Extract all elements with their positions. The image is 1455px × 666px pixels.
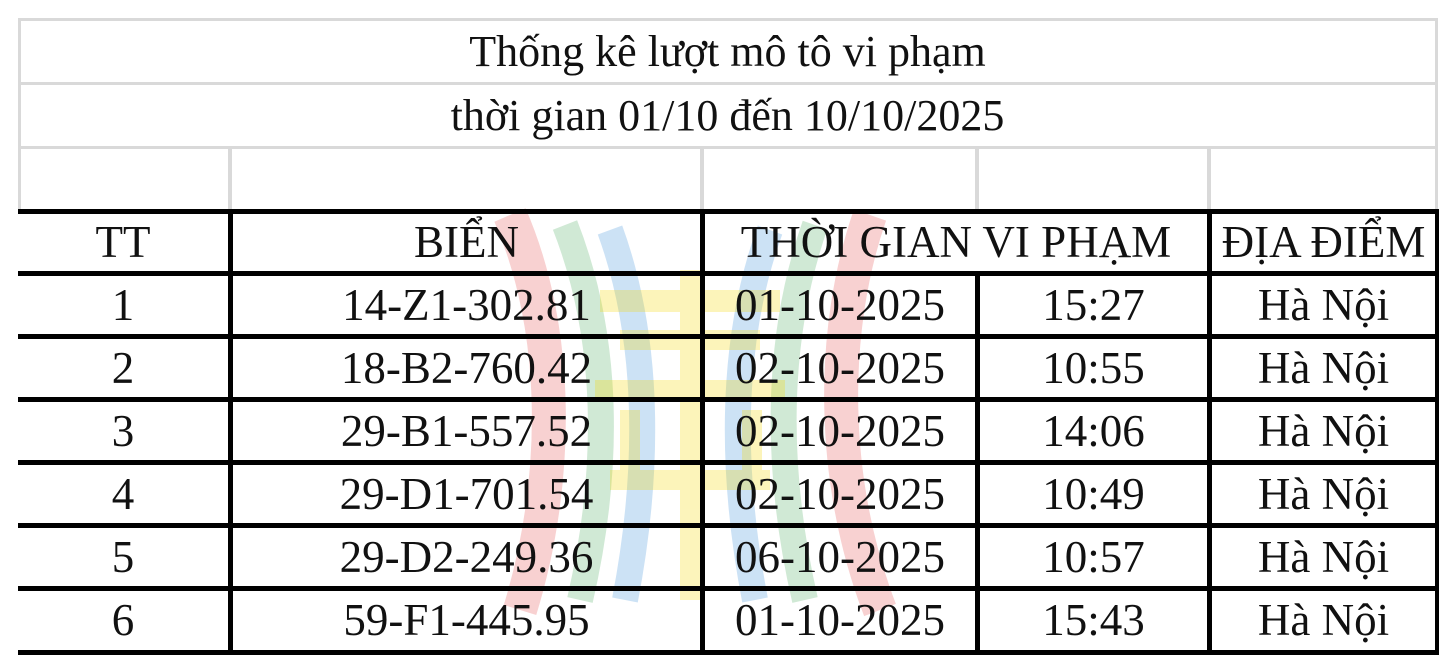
row-tt: 4: [111, 468, 135, 519]
row-time: 15:27: [1042, 279, 1145, 330]
row-time: 10:55: [1042, 342, 1145, 393]
row-time: 10:49: [1042, 468, 1145, 519]
row-location: Hà Nội: [1257, 405, 1390, 456]
row-date: 06-10-2025: [735, 531, 945, 582]
header-plate: BIỂN: [414, 217, 519, 267]
row-date: 01-10-2025: [735, 595, 945, 645]
row-location: Hà Nội: [1257, 595, 1390, 645]
row-plate: 29-B1-557.52: [340, 405, 593, 456]
row-tt: 6: [111, 595, 135, 645]
row-time: 15:43: [1042, 595, 1145, 645]
row-plate: 14-Z1-302.81: [342, 279, 591, 330]
row-location: Hà Nội: [1257, 468, 1390, 519]
row-date: 02-10-2025: [735, 405, 945, 456]
row-tt: 5: [111, 531, 135, 582]
header-tt: TT: [95, 217, 151, 267]
row-plate: 29-D1-701.54: [339, 468, 594, 519]
report-title: Thống kê lượt mô tô vi phạm: [18, 22, 1437, 82]
row-time: 10:57: [1042, 531, 1145, 582]
row-tt: 2: [111, 342, 135, 393]
report-subtitle: thời gian 01/10 đến 10/10/2025: [18, 86, 1437, 146]
row-plate: 29-D2-249.36: [339, 531, 594, 582]
row-location: Hà Nội: [1257, 531, 1390, 582]
report-title-line-1: Thống kê lượt mô tô vi phạm: [469, 27, 986, 76]
header-location: ĐỊA ĐIỂM: [1221, 217, 1426, 267]
row-location: Hà Nội: [1257, 279, 1390, 330]
row-tt: 1: [111, 279, 135, 330]
header-violation-time: THỜI GIAN VI PHẠM: [740, 217, 1172, 267]
row-plate: 59-F1-445.95: [343, 595, 590, 645]
row-tt: 3: [111, 405, 135, 456]
row-date: 01-10-2025: [735, 279, 945, 330]
row-date: 02-10-2025: [735, 468, 945, 519]
row-date: 02-10-2025: [735, 342, 945, 393]
row-plate: 18-B2-760.42: [340, 342, 593, 393]
row-location: Hà Nội: [1257, 342, 1390, 393]
report-title-line-2: thời gian 01/10 đến 10/10/2025: [450, 91, 1005, 140]
row-time: 14:06: [1042, 405, 1145, 456]
